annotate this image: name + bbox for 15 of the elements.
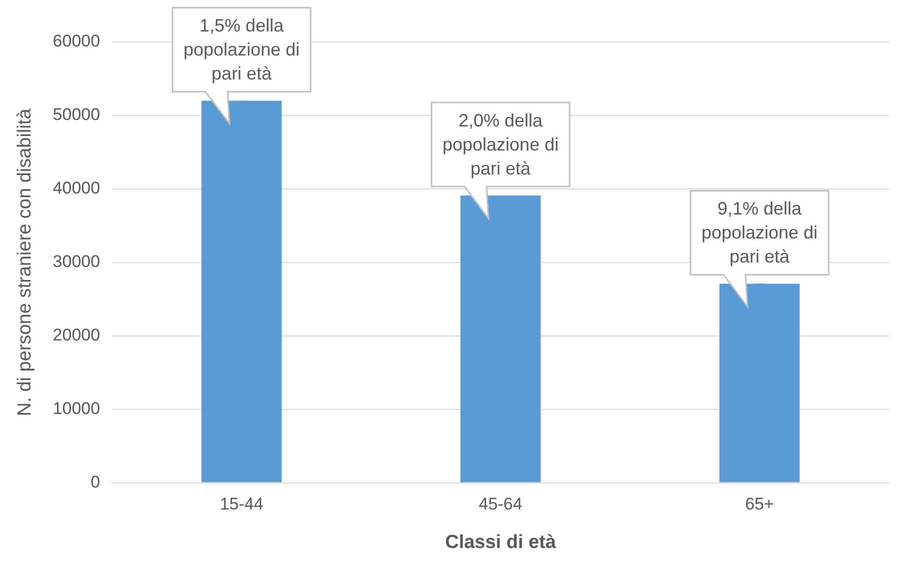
y-tick-label: 60000 [52, 32, 100, 51]
annotation: 2,0% della popolazione di pari età [442, 110, 559, 179]
y-tick-label: 30000 [52, 252, 100, 272]
annotation: 1,5% della popolazione di pari età [184, 16, 300, 84]
y-axis-title: N. di persone straniere con disabilità [14, 108, 36, 416]
x-axis-title: Classi di età [445, 532, 556, 553]
annotation: 9,1% della popolazione di pari età [701, 198, 818, 267]
y-tick-label: 10000 [52, 399, 100, 418]
x-tick-label: 45-64 [478, 494, 522, 514]
x-tick-label: 15-44 [220, 494, 264, 514]
y-tick-label: 20000 [52, 326, 100, 345]
y-tick-label: 50000 [52, 105, 100, 124]
y-tick-label: 0 [90, 472, 100, 492]
x-tick-label: 65+ [745, 494, 774, 514]
y-tick-label: 40000 [52, 178, 100, 198]
